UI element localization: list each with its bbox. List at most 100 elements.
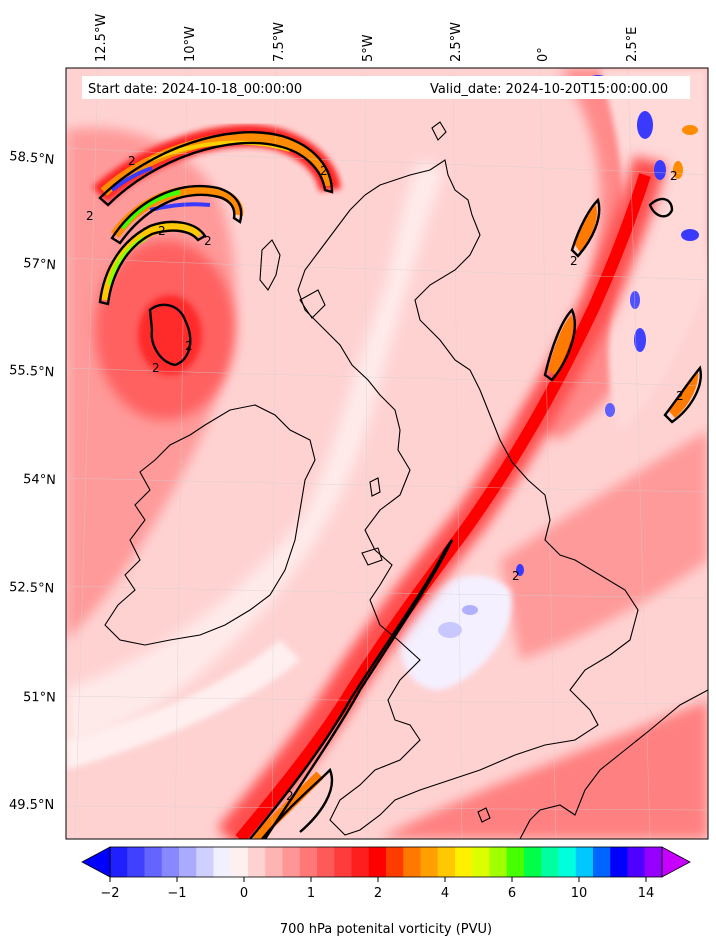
lon-label-2-5w: 2.5°W: [449, 22, 464, 62]
coastline-ireland: [104, 404, 316, 646]
colorbar-tick-label: 1: [307, 886, 315, 901]
start-date-text: Start date: 2024-10-18_00:00:00: [88, 82, 302, 97]
colorbar-cell: [472, 847, 491, 877]
contour-label: 2: [320, 164, 328, 178]
colorbar-cell: [541, 847, 560, 877]
coastline-orkney: [431, 121, 447, 141]
colorbar-cell: [196, 847, 215, 877]
lat-label-51n: 51°N: [23, 690, 56, 706]
blue-blob: [681, 229, 699, 241]
colorbar-cell: [455, 847, 473, 877]
orange-streak: [575, 205, 597, 252]
contour-ne-1: [543, 307, 576, 382]
colorbar-cell: [161, 847, 180, 877]
contour-label: 2: [670, 169, 678, 183]
contour-label: 2: [286, 789, 294, 803]
colorbar-cell: [317, 847, 335, 877]
blue-blob: [654, 160, 666, 180]
colorbar-cell: [230, 847, 249, 877]
colorbar-tick-label: 10: [571, 886, 588, 901]
coastlines: [104, 121, 708, 839]
colorbar-cell: [420, 847, 439, 877]
blue-blob: [605, 403, 615, 417]
orange-blob: [673, 161, 683, 179]
contour-arc-middle: [110, 184, 243, 245]
colorbar-cell: [610, 847, 629, 877]
lat-label-49-5n: 49.5°N: [9, 798, 54, 813]
colorbar-tick-label: 14: [638, 886, 655, 901]
colorbar-cell: [506, 847, 525, 877]
colorbar-cell: [282, 847, 301, 877]
colorbar-cell: [144, 847, 163, 877]
colorbar-extend-min: [81, 846, 111, 878]
contour-label: 2: [512, 569, 520, 583]
colorbar-cell: [179, 847, 197, 877]
contour-label: 2: [185, 339, 193, 353]
colorbar-extend-max: [661, 846, 691, 878]
colorbar-cell: [558, 847, 577, 877]
colorbar: −2 −1 0 1 2 4 6 10 14 700 hPa potenital vorticit…: [81, 846, 691, 937]
colorbar-cell: [368, 847, 387, 877]
longitude-labels: 12.5°W 10°W 7.5°W 5°W 2.5°W 0° 2.5°E: [94, 14, 640, 62]
map-panel: 2 2 2 2 2 2 2 2 2 2 2 2 Start date: 2024…: [66, 68, 708, 839]
coastline-anglesey: [361, 547, 383, 566]
contour-label: 2: [570, 254, 578, 268]
colorbar-tick-label: 6: [508, 886, 516, 901]
blue-blob: [630, 291, 640, 309]
lon-label-5w: 5°W: [361, 34, 376, 62]
latitude-labels: 58.5°N 57°N 55.5°N 54°N 52.5°N 51°N 49.5…: [9, 149, 57, 813]
contour-labels: 2 2 2 2 2 2 2 2 2 2 2 2: [86, 154, 684, 803]
lon-label-10w: 10°W: [183, 26, 198, 62]
contour-ne-3: [663, 365, 702, 424]
pv-streamer-core: [235, 173, 651, 839]
lon-label-7-5w: 7.5°W: [272, 22, 287, 62]
contour-arc-inner: [98, 220, 207, 306]
colorbar-cell: [593, 847, 611, 877]
pv-contours: [98, 131, 702, 839]
coastline-skye: [299, 289, 326, 319]
lat-label-57n: 57°N: [23, 256, 57, 273]
pv-southeast-band: [380, 700, 708, 839]
header-box: [82, 76, 690, 99]
contour-ne-4: [648, 197, 674, 218]
colorbar-tick-label: −1: [167, 886, 186, 901]
contour-label: 2: [204, 234, 212, 248]
pv-streamer-tip: [251, 771, 324, 839]
contour-streamer: [249, 539, 454, 839]
pale-blue-blob: [438, 622, 462, 638]
pv-pale-channel-west: [66, 160, 445, 745]
contour-label: 2: [152, 361, 160, 375]
pv-arc-middle-green: [120, 189, 181, 230]
coastline-hebrides: [259, 239, 281, 291]
colorbar-tick-label: 0: [240, 886, 248, 901]
lat-label-54n: 54°N: [23, 472, 56, 488]
map-frame: [65, 67, 709, 840]
lon-label-12-5w: 12.5°W: [94, 14, 109, 62]
orange-streak: [548, 315, 574, 375]
pv-streamer: [217, 155, 667, 839]
contour-arc-outer: [98, 131, 334, 207]
coastline-isle-of-man: [369, 477, 381, 497]
colorbar-cell: [248, 847, 266, 877]
pv-northeast-light: [600, 68, 708, 430]
pv-east-band: [500, 430, 708, 660]
colorbar-cell: [524, 847, 542, 877]
pale-blue-blob: [462, 605, 478, 615]
valid-date-text: Valid_date: 2024-10-20T15:00:00.00: [430, 82, 668, 97]
colorbar-tick-label: 4: [441, 886, 449, 901]
blue-blob: [637, 111, 653, 139]
contour-streamer-south: [261, 767, 333, 839]
blue-blob: [634, 328, 646, 352]
lon-label-0: 0°: [536, 47, 551, 62]
coastline-channel-islands: [477, 807, 491, 823]
colorbar-label: 700 hPa potenital vorticity (PVU): [280, 922, 492, 937]
contour-cyclone: [148, 303, 192, 367]
colorbar-cell: [351, 847, 370, 877]
colorbar-cell: [489, 847, 508, 877]
pv-pale-channel-lower: [66, 640, 300, 770]
coastline-great-britain: [297, 159, 639, 836]
lon-label-2-5e: 2.5°E: [625, 27, 640, 62]
colorbar-cells: [110, 847, 663, 877]
colorbar-frame: [109, 846, 663, 878]
